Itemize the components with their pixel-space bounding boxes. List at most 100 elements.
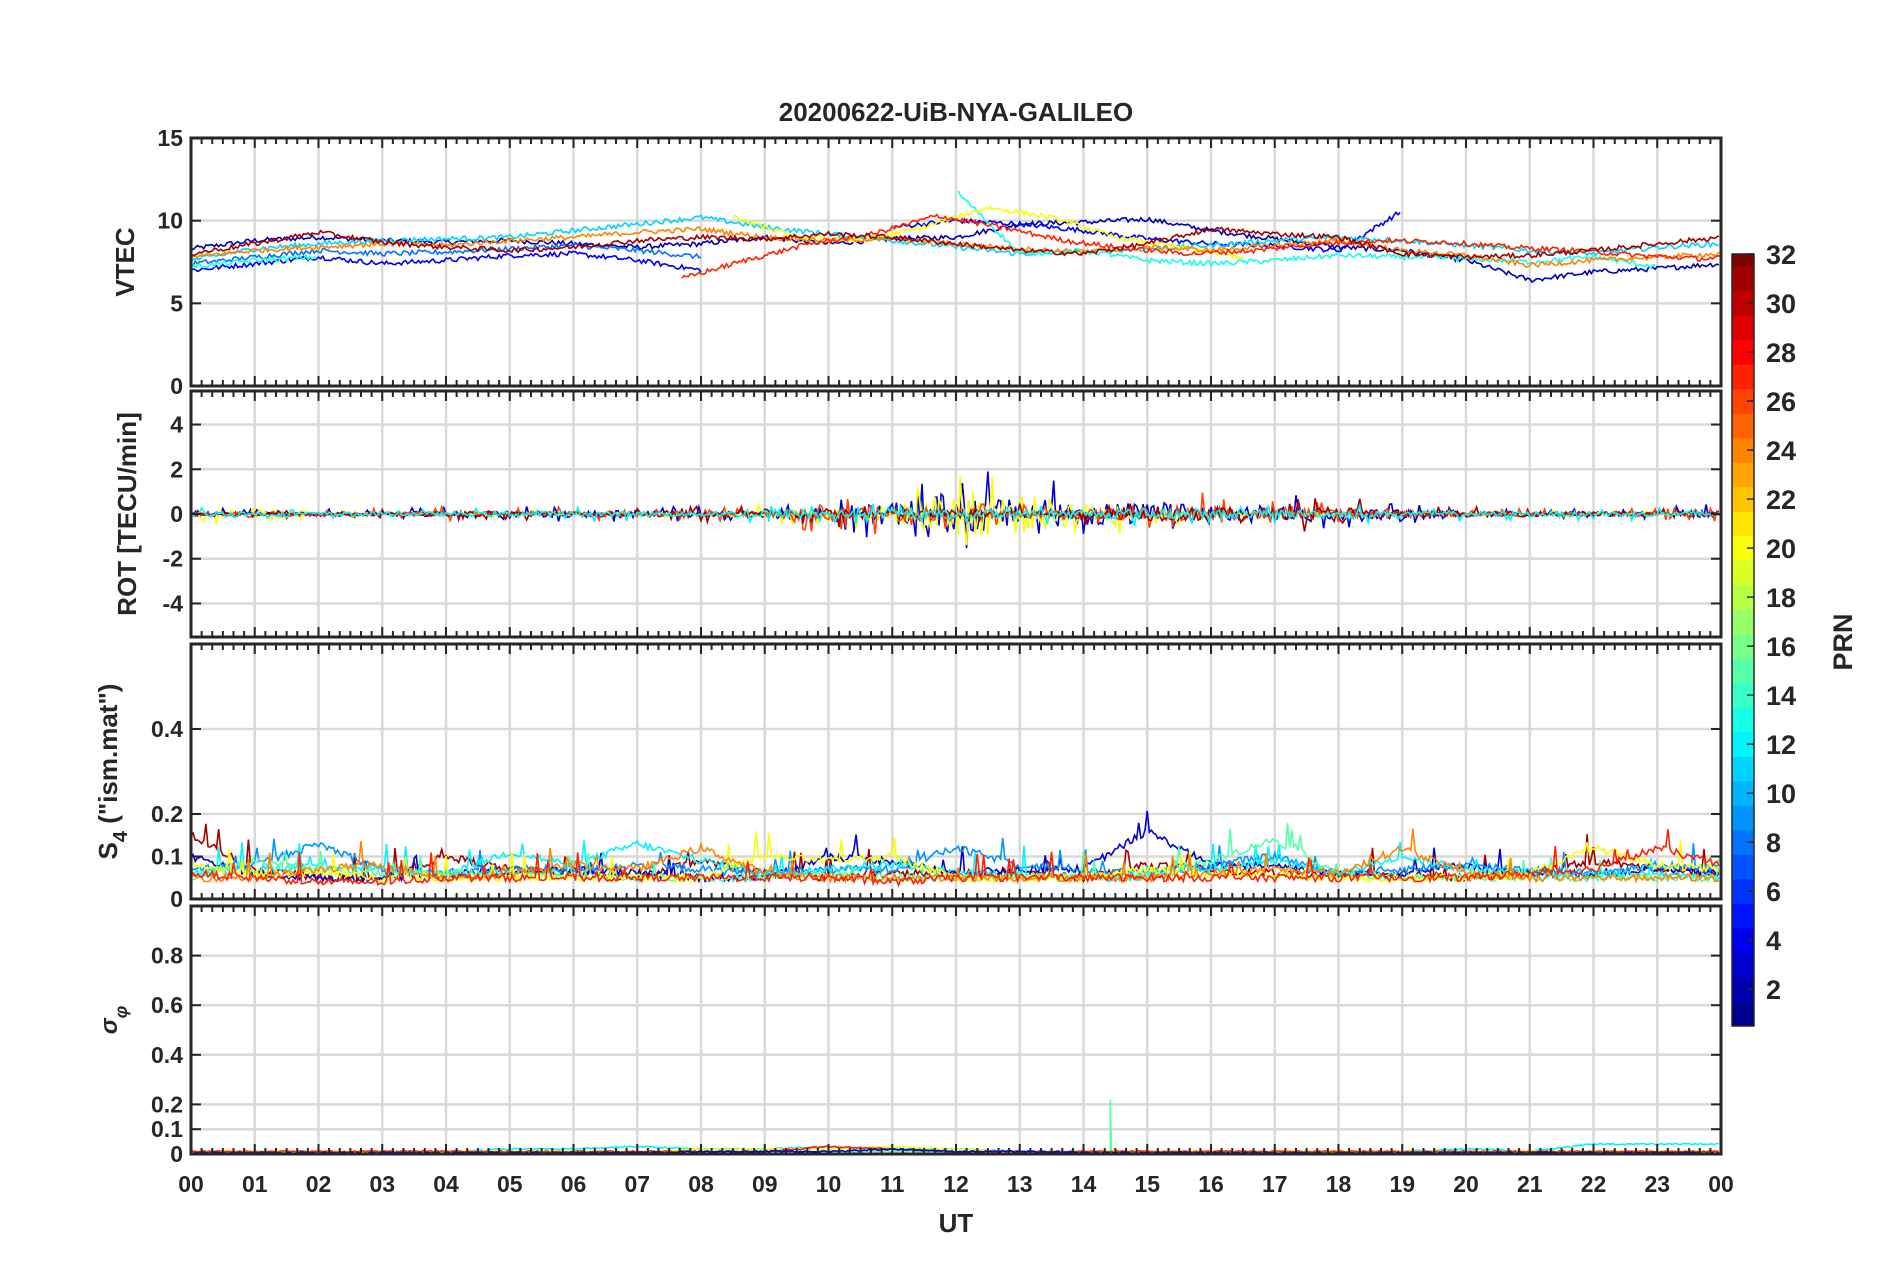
colorbar-band [1732,829,1754,855]
colorbar-band [1732,315,1754,341]
colorbar-band [1732,633,1754,659]
colorbar-tick-label: 14 [1766,681,1796,711]
series-prn-24 [191,828,1720,885]
colorbar-band [1732,1001,1754,1027]
y-tick-label: 0.8 [151,943,183,969]
colorbar-band [1732,927,1754,953]
series-prn-9 [191,837,1720,879]
data-lines [191,810,1720,888]
chart-title: 20200622-UiB-NYA-GALILEO [779,97,1134,127]
series-prn-27 [191,829,1720,888]
y-tick-label: 2 [170,456,183,482]
colorbar-band [1732,388,1754,414]
y-tick-label: 0.4 [151,1042,183,1068]
y-axis-label: VTEC [110,227,140,297]
colorbar-band [1732,364,1754,390]
colorbar-band [1732,609,1754,635]
colorbar-tick-label: 8 [1766,828,1781,858]
x-tick-label: 20 [1453,1171,1479,1197]
x-tick-label: 02 [306,1171,332,1197]
x-tick-label: 08 [688,1171,714,1197]
series-prn-12 [191,502,1719,527]
colorbar-tick-label: 18 [1766,583,1796,613]
colorbar-tick-label: 16 [1766,632,1796,662]
x-tick-label: 21 [1517,1171,1543,1197]
y-axis-label: S4 ("ism.mat") [93,684,132,860]
colorbar-band [1732,437,1754,463]
axes-box [189,389,1723,639]
x-tick-label: 14 [1071,1171,1097,1197]
y-tick-label: 0 [170,501,183,527]
colorbar-tick-label: 26 [1766,387,1796,417]
colorbar-band [1732,254,1754,267]
label-main: σ [96,1017,123,1034]
colorbar-tick-label: 32 [1766,240,1796,270]
x-tick-label: 01 [242,1171,268,1197]
colorbar-band [1732,805,1754,831]
colorbar-tick-label: 12 [1766,730,1796,760]
x-tick-label: 10 [816,1171,842,1197]
x-tick-label: 15 [1134,1171,1160,1197]
x-tick-label: 09 [752,1171,778,1197]
colorbar-band [1732,413,1754,439]
x-tick-label: 16 [1198,1171,1224,1197]
y-tick-label: 4 [170,412,183,438]
colorbar-tick-label: 10 [1766,779,1796,809]
y-tick-label: 0.2 [151,801,183,827]
panel-3: 0 0.1 0.2 0.4 S4 ("ism.mat") [93,642,1723,912]
axes-box [189,642,1723,901]
data-lines [191,471,1720,549]
colorbar-band [1732,682,1754,708]
x-tick-label: 00 [1708,1171,1734,1197]
colorbar-label: PRN [1828,613,1858,670]
y-tick-label: 0 [170,373,183,399]
colorbar-band [1732,878,1754,904]
colorbar-tick-label: 6 [1766,877,1781,907]
y-tick-label: 0.1 [151,1116,183,1142]
colorbar-band [1732,976,1754,1002]
panel-4: 00.10.2 0.4 0.6 0.8 σφ [96,904,1723,1167]
y-axis-label: ROT [TECU/min] [112,412,142,616]
label-main: S [93,842,123,859]
colorbar-tick-label: 4 [1766,926,1781,956]
data-lines [191,190,1721,284]
colorbar-band [1732,560,1754,586]
y-tick-label: -2 [163,546,183,572]
x-tick-label: 03 [369,1171,395,1197]
colorbar-band [1732,707,1754,733]
x-tick-label: 06 [561,1171,587,1197]
y-tick-label: 0 [170,1141,183,1167]
colorbar-band [1732,511,1754,537]
y-tick-label: 0.6 [151,992,183,1018]
colorbar-tick-label: 24 [1766,436,1796,466]
x-tick-label: 12 [943,1171,969,1197]
colorbar-band [1732,756,1754,782]
x-tick-label: 18 [1326,1171,1352,1197]
colorbar-band [1732,584,1754,610]
colorbar-tick-label: 20 [1766,534,1796,564]
colorbar-band [1732,266,1754,292]
x-tick-label: 13 [1007,1171,1033,1197]
series-prn-31 [191,226,1720,261]
series-prn-13 [191,190,1656,270]
x-tick-label: 05 [497,1171,523,1197]
label-rest: ("ism.mat") [93,684,123,831]
colorbar-band [1732,486,1754,512]
colorbar-band [1732,952,1754,978]
y-tick-label: 0.4 [151,716,183,742]
x-tick-label: 07 [624,1171,650,1197]
colorbar-tick-label: 28 [1766,338,1796,368]
colorbar-band [1732,462,1754,488]
x-tick-label: 19 [1389,1171,1415,1197]
series-prn-15 [191,822,1720,885]
y-tick-label: 15 [157,125,183,151]
colorbar-band [1732,731,1754,757]
x-tick-label: 23 [1644,1171,1670,1197]
panel-2: -4 -2 0 2 4 ROT [TECU/min] [112,389,1723,639]
axes-box [189,136,1723,388]
series-prn-8 [191,242,702,268]
x-tick-label: 04 [433,1171,459,1197]
colorbar-band [1732,290,1754,316]
